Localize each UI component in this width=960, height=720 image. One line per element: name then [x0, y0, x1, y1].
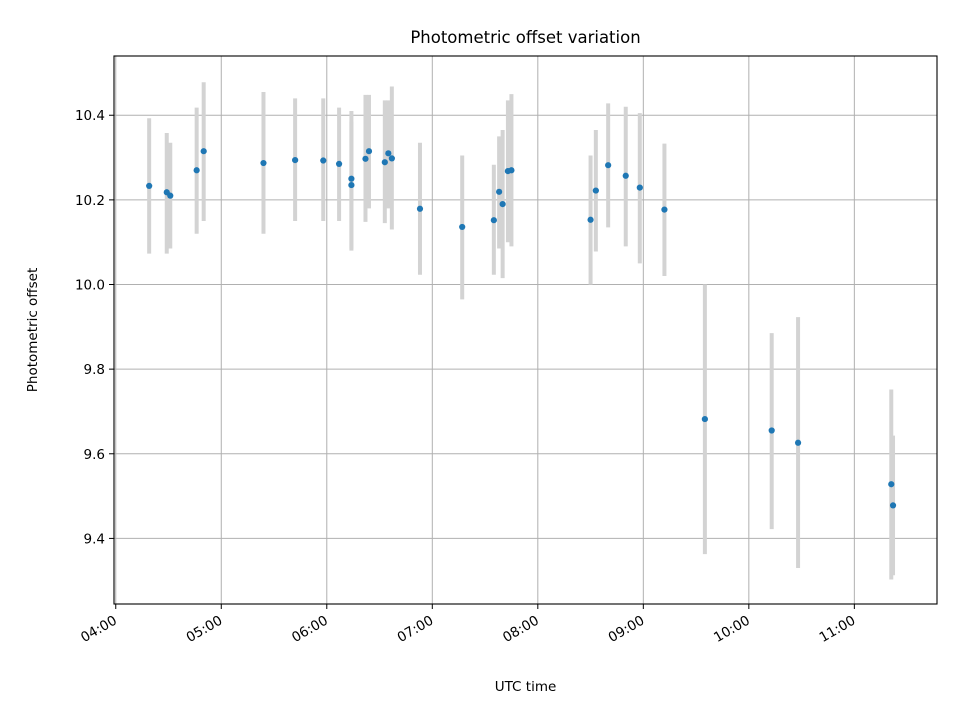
- y-axis-ticks: 9.4 9.6 9.8 10.0 10.2 10.4: [75, 108, 114, 547]
- data-point: [889, 502, 897, 509]
- error-bars: [147, 82, 896, 580]
- data-point: [335, 160, 343, 168]
- data-point: [622, 172, 629, 179]
- x-tick-label: 11:00: [817, 613, 859, 646]
- x-tick-label: 08:00: [500, 613, 542, 646]
- data-point: [362, 155, 369, 162]
- data-point: [459, 223, 466, 231]
- data-point: [587, 216, 594, 223]
- y-tick-label: 9.4: [84, 531, 105, 547]
- data-point: [661, 206, 668, 213]
- data-point: [320, 157, 327, 164]
- data-point: [146, 182, 153, 190]
- data-point: [416, 205, 424, 212]
- y-tick-label: 9.6: [84, 447, 105, 463]
- data-point: [385, 150, 392, 157]
- data-point: [701, 415, 708, 423]
- data-point: [260, 159, 267, 167]
- data-point: [888, 481, 895, 488]
- y-tick-label: 10.4: [75, 108, 105, 124]
- x-tick-label: 09:00: [606, 613, 648, 646]
- data-point: [167, 192, 174, 199]
- data-point: [365, 148, 373, 155]
- data-point: [388, 155, 395, 162]
- x-tick-label: 04:00: [78, 613, 120, 646]
- x-tick-label: 06:00: [289, 613, 331, 646]
- data-point: [499, 201, 506, 208]
- data-point: [768, 427, 775, 434]
- y-tick-label: 9.8: [84, 362, 105, 378]
- x-tick-label: 07:00: [395, 613, 437, 646]
- plot-frame: [113, 55, 938, 605]
- data-point: [348, 175, 355, 182]
- x-axis-label: UTC time: [495, 679, 557, 695]
- data-point: [490, 217, 497, 224]
- x-tick-label: 10:00: [711, 613, 753, 646]
- data-points: [146, 148, 897, 509]
- y-axis-label: Photometric offset: [25, 268, 41, 392]
- x-axis-ticks: 04:00 05:00 06:00 07:00 08:00 09:00 10:00 11:00: [78, 604, 858, 646]
- y-tick-label: 10.2: [75, 193, 105, 209]
- data-point: [292, 156, 299, 164]
- data-point: [592, 187, 599, 194]
- data-point: [200, 148, 207, 155]
- data-point: [496, 188, 503, 195]
- data-point: [636, 184, 643, 191]
- grid: [114, 56, 937, 604]
- chart-title: Photometric offset variation: [410, 28, 640, 47]
- data-point: [508, 167, 515, 174]
- data-point: [193, 167, 200, 174]
- y-tick-label: 10.0: [75, 278, 105, 294]
- data-point: [381, 159, 388, 166]
- data-point: [605, 162, 612, 169]
- data-point: [348, 181, 355, 189]
- data-point: [794, 439, 802, 446]
- x-tick-label: 05:00: [184, 613, 226, 646]
